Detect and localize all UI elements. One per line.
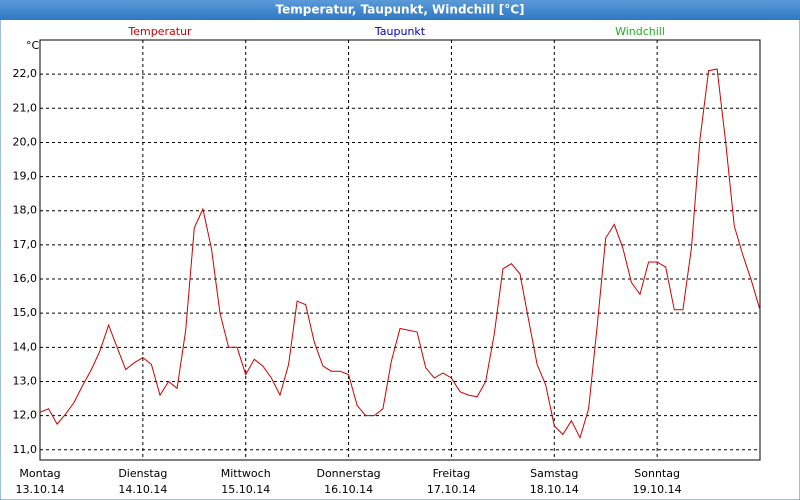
y-tick-label: 17,0 (13, 238, 38, 251)
y-tick-label: 14,0 (13, 340, 38, 353)
line (39, 68, 761, 440)
y-tick-label: 11,0 (13, 443, 38, 456)
y-tick-label: 13,0 (13, 374, 38, 387)
x-tick-label: 17.10.14 (427, 483, 476, 496)
x-tick-weekday: Sonntag (634, 467, 680, 480)
x-tick-weekday: Freitag (433, 467, 471, 480)
x-tick-weekday: Mittwoch (221, 467, 271, 480)
y-tick-label: 15,0 (13, 306, 38, 319)
x-tick-label: 14.10.14 (118, 483, 167, 496)
legend-label: Taupunkt (374, 25, 426, 38)
y-tick-label: 19,0 (13, 170, 38, 183)
chart-title: Temperatur, Taupunkt, Windchill [°C] (276, 3, 525, 17)
x-tick-weekday: Dienstag (118, 467, 167, 480)
title-bar (0, 0, 800, 20)
legend-label: Temperatur (127, 25, 192, 38)
x-tick-label: 13.10.14 (16, 483, 65, 496)
plot-area (39, 39, 761, 461)
legend-label: Windchill (615, 25, 665, 38)
y-unit: °C (26, 39, 40, 52)
x-tick-label: 19.10.14 (633, 483, 682, 496)
y-tick-label: 20,0 (13, 135, 38, 148)
y-tick-label: 21,0 (13, 101, 38, 114)
x-tick-label: 18.10.14 (530, 483, 579, 496)
x-tick-weekday: Donnerstag (316, 467, 380, 480)
x-tick-weekday: Samstag (530, 467, 578, 480)
y-tick-label: 18,0 (13, 204, 38, 217)
x-tick-label: 15.10.14 (221, 483, 270, 496)
x-tick-weekday: Montag (19, 467, 60, 480)
y-tick-label: 22,0 (13, 67, 38, 80)
y-tick-label: 12,0 (13, 409, 38, 422)
y-tick-label: 16,0 (13, 272, 38, 285)
x-tick-label: 16.10.14 (324, 483, 373, 496)
